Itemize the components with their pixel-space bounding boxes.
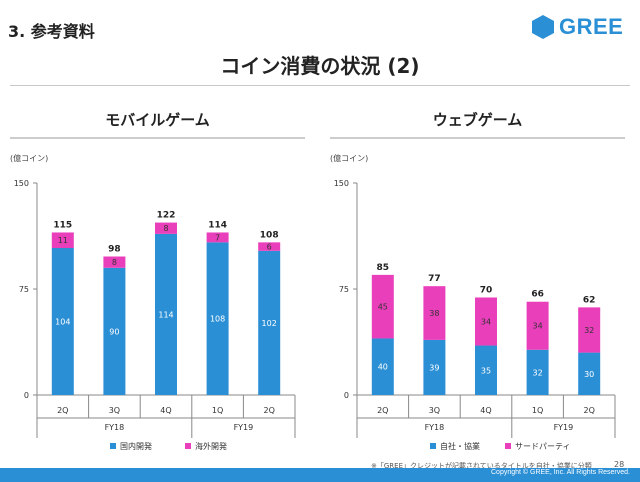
bar-segment-blue [51, 248, 74, 395]
total-label: 98 [108, 244, 121, 254]
x-category-label: 3Q [429, 406, 440, 415]
bar-segment-pink [526, 301, 549, 350]
bar-segment-blue [103, 267, 126, 395]
data-label: 104 [55, 318, 70, 327]
bar-segment-pink [578, 307, 601, 353]
data-label: 34 [533, 322, 543, 331]
bar-segment-blue [155, 233, 177, 395]
x-group-label: FY18 [425, 423, 445, 432]
bar-segment-blue [258, 250, 281, 395]
data-label: 45 [378, 303, 388, 312]
total-label: 77 [428, 274, 441, 284]
data-label: 102 [262, 319, 277, 328]
bar-segment-pink [155, 222, 177, 234]
legend-swatch [185, 443, 191, 449]
x-category-label: 1Q [212, 406, 223, 415]
footer-bar: Copyright © GREE, Inc. All Rights Reserv… [0, 468, 640, 482]
legend-label: 国内開発 [120, 441, 152, 451]
y-tick-label: 0 [344, 391, 349, 400]
data-label: 34 [481, 318, 491, 327]
chart-title: ウェブゲーム [433, 111, 523, 129]
title-divider [10, 85, 630, 86]
y-tick-label: 75 [19, 285, 29, 294]
bar-segment-blue [371, 338, 394, 395]
legend-swatch [110, 443, 116, 449]
x-category-label: 3Q [109, 406, 120, 415]
web-game-chart: ウェブゲーム (億コイン) 0 75 150 40 45 85 2Q 39 38 77 3Q 35 34 70… [330, 111, 625, 451]
x-category-label: 4Q [160, 406, 171, 415]
mobile-game-chart: モバイルゲーム (億コイン) 0 75 150 104 11 115 2Q 90 8 98 3Q 114 8… [10, 111, 305, 451]
gree-logo: GREE [531, 12, 623, 42]
bar-segment-pink [206, 232, 229, 243]
bar-segment-blue [526, 349, 549, 395]
total-label: 122 [157, 211, 176, 221]
data-label: 11 [58, 236, 68, 245]
legend-label: 自社・協業 [440, 441, 480, 451]
data-label: 8 [163, 224, 168, 233]
x-category-label: 2Q [377, 406, 388, 415]
data-label: 38 [429, 309, 439, 318]
section-title: 3. 参考資料 [8, 22, 95, 41]
data-label: 32 [533, 368, 543, 377]
total-label: 114 [208, 220, 227, 230]
data-label: 108 [210, 315, 225, 324]
data-label: 39 [429, 363, 439, 372]
x-category-label: 2Q [264, 406, 275, 415]
x-category-label: 4Q [480, 406, 491, 415]
y-tick-label: 150 [14, 179, 29, 188]
total-label: 85 [377, 263, 390, 273]
hexagon-icon [532, 15, 554, 39]
bar-segment-blue [423, 339, 446, 395]
x-category-label: 1Q [532, 406, 543, 415]
data-label: 35 [481, 366, 491, 375]
data-label: 8 [112, 258, 117, 267]
total-label: 62 [583, 295, 596, 305]
bar-segment-blue [475, 345, 497, 395]
footnote: ※「GREE」クレジットが記載されているタイトルを自社・協業に分類 [371, 462, 592, 470]
legend-label: 海外開発 [195, 441, 227, 451]
data-label: 40 [378, 363, 388, 372]
y-tick-label: 75 [339, 285, 349, 294]
legend-swatch [505, 443, 511, 449]
x-group-label: FY18 [105, 423, 125, 432]
bar-segment-pink [371, 274, 394, 339]
page-title: コイン消費の状況 (2) [220, 54, 420, 78]
bar-segment-blue [206, 242, 229, 395]
total-label: 108 [260, 230, 279, 240]
total-label: 115 [53, 220, 72, 230]
bar-segment-pink [258, 242, 281, 251]
x-category-label: 2Q [57, 406, 68, 415]
data-label: 30 [584, 370, 594, 379]
x-group-label: FY19 [554, 423, 574, 432]
y-tick-label: 0 [24, 391, 29, 400]
logo-text: GREE [559, 14, 624, 39]
chart-title: モバイルゲーム [105, 111, 210, 129]
copyright: Copyright © GREE, Inc. All Rights Reserv… [491, 469, 630, 476]
total-label: 70 [480, 285, 493, 295]
data-label: 7 [215, 233, 220, 242]
bar-segment-pink [475, 297, 497, 346]
x-group-label: FY19 [234, 423, 254, 432]
legend-swatch [430, 443, 436, 449]
bar-segment-pink [103, 256, 126, 268]
bar-segment-blue [578, 352, 601, 395]
unit-label: (億コイン) [330, 153, 368, 163]
data-label: 6 [267, 243, 272, 252]
data-label: 114 [158, 310, 173, 319]
page-number: 28 [614, 460, 625, 469]
total-label: 66 [531, 290, 544, 300]
unit-label: (億コイン) [10, 153, 48, 163]
data-label: 90 [109, 327, 119, 336]
data-label: 32 [584, 326, 594, 335]
x-category-label: 2Q [584, 406, 595, 415]
bar-segment-pink [51, 232, 74, 249]
y-tick-label: 150 [334, 179, 349, 188]
legend-label: サードパーティ [515, 442, 571, 451]
bar-segment-pink [423, 286, 446, 340]
